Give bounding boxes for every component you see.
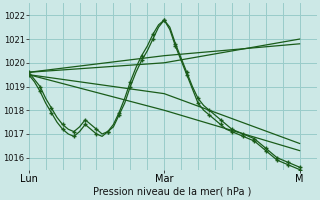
X-axis label: Pression niveau de la mer( hPa ): Pression niveau de la mer( hPa )	[93, 187, 252, 197]
